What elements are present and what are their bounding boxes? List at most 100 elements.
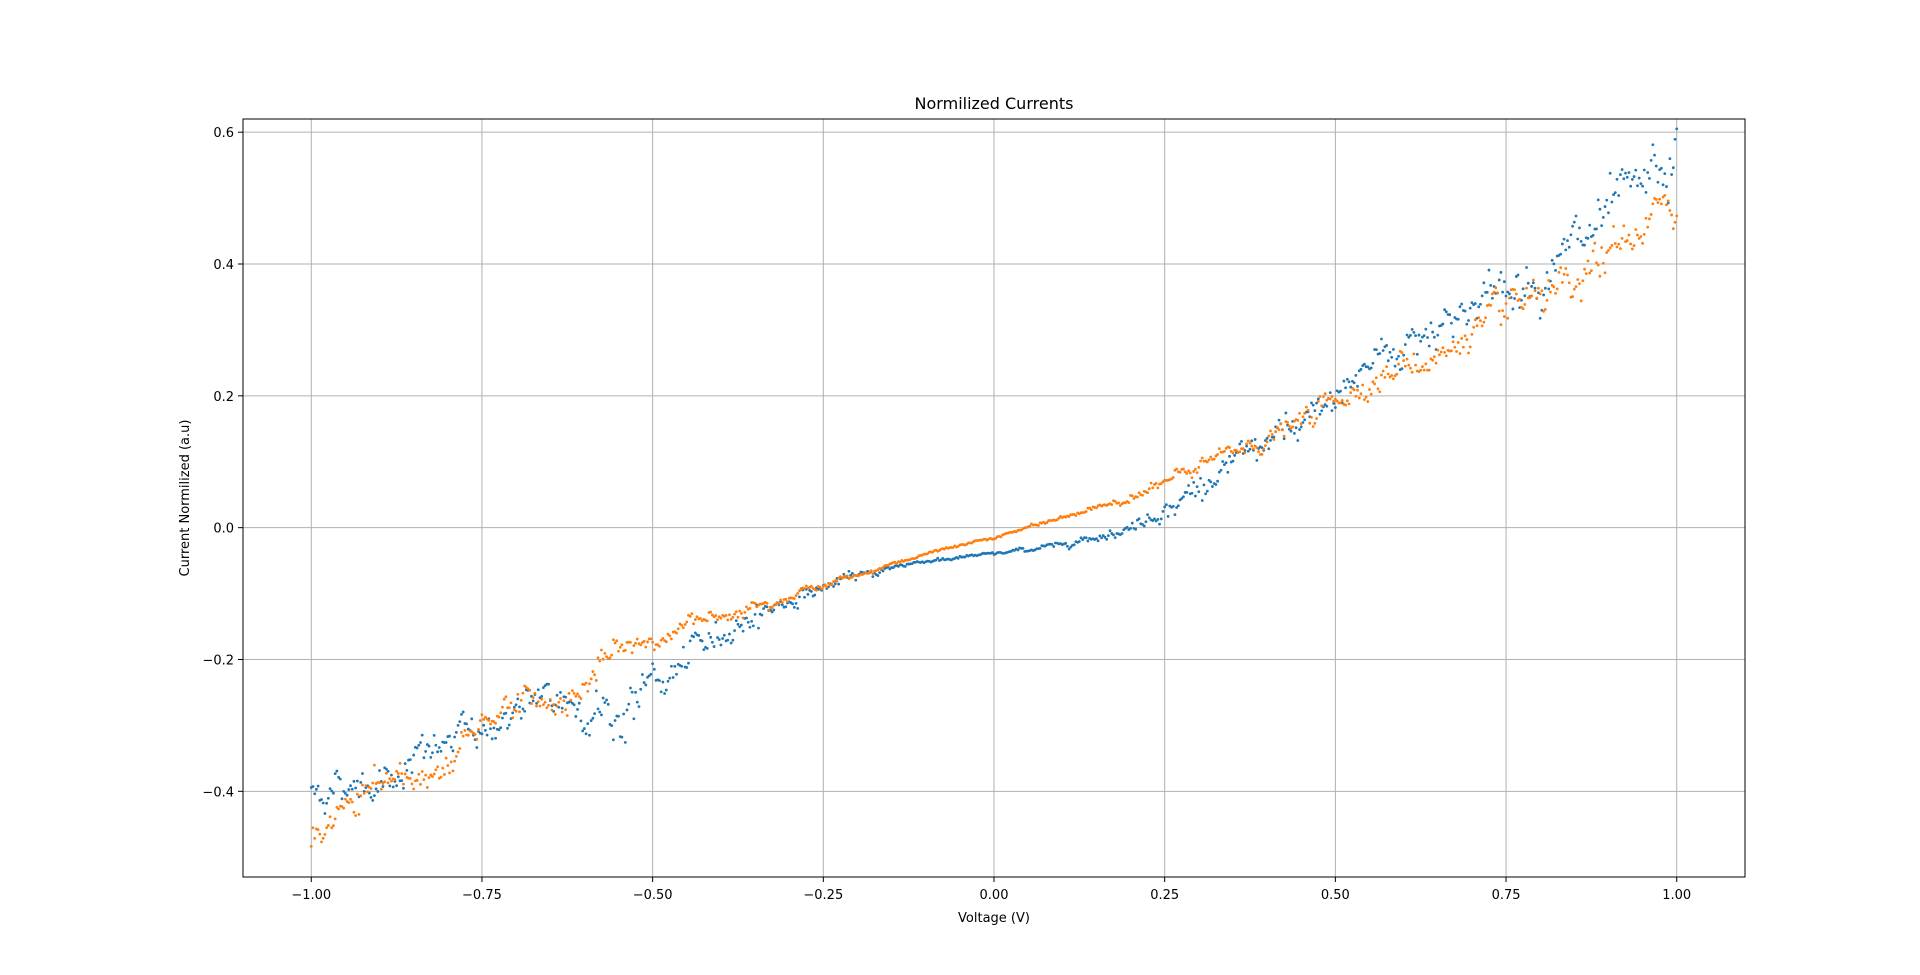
data-point bbox=[1243, 449, 1247, 452]
data-point bbox=[1571, 224, 1575, 228]
data-point bbox=[461, 710, 465, 714]
data-point bbox=[659, 638, 663, 642]
data-point bbox=[519, 716, 523, 720]
data-point bbox=[373, 794, 376, 798]
data-point bbox=[1190, 491, 1194, 495]
data-point bbox=[1501, 309, 1505, 313]
data-point bbox=[320, 798, 323, 801]
data-point bbox=[461, 734, 465, 738]
data-point bbox=[1484, 316, 1487, 320]
data-point bbox=[1253, 438, 1257, 441]
data-point bbox=[436, 750, 439, 754]
data-point bbox=[1649, 158, 1653, 162]
data-point bbox=[1463, 309, 1467, 313]
data-point bbox=[1426, 336, 1429, 339]
data-point bbox=[1463, 334, 1467, 338]
data-point bbox=[1284, 411, 1288, 415]
data-point bbox=[1388, 350, 1392, 354]
data-point bbox=[400, 772, 404, 775]
data-point bbox=[422, 778, 426, 782]
data-point bbox=[1344, 403, 1347, 407]
data-point bbox=[705, 646, 709, 650]
data-point bbox=[676, 627, 680, 631]
y-tick-label: −0.2 bbox=[202, 653, 234, 668]
data-point bbox=[1654, 198, 1658, 201]
data-point bbox=[1448, 313, 1452, 317]
data-point bbox=[639, 643, 643, 647]
data-point bbox=[700, 639, 704, 643]
data-point bbox=[1403, 364, 1407, 368]
data-point bbox=[1067, 515, 1071, 518]
data-point bbox=[388, 777, 392, 781]
data-point bbox=[1612, 225, 1615, 228]
data-point bbox=[338, 777, 342, 781]
data-point bbox=[1077, 540, 1081, 543]
data-point bbox=[617, 649, 620, 653]
data-point bbox=[951, 546, 955, 549]
data-point bbox=[1613, 191, 1617, 195]
data-point bbox=[400, 779, 404, 783]
data-point bbox=[1410, 328, 1414, 331]
data-point bbox=[444, 741, 448, 744]
data-point bbox=[1663, 194, 1667, 197]
data-point bbox=[591, 716, 595, 720]
data-point bbox=[1036, 524, 1040, 527]
data-point bbox=[687, 661, 690, 665]
data-point bbox=[1231, 459, 1235, 463]
data-point bbox=[1494, 286, 1498, 290]
data-point bbox=[1146, 513, 1150, 517]
data-point bbox=[1381, 349, 1385, 352]
data-point bbox=[1142, 524, 1146, 528]
data-point bbox=[364, 786, 368, 789]
data-point bbox=[311, 785, 315, 788]
data-point bbox=[386, 781, 390, 785]
data-point bbox=[588, 733, 591, 737]
data-point bbox=[1279, 422, 1283, 426]
data-point bbox=[483, 715, 487, 719]
x-tick-label: 0.75 bbox=[1492, 888, 1521, 903]
data-point bbox=[1400, 351, 1404, 354]
data-point bbox=[1665, 185, 1668, 188]
data-point bbox=[514, 703, 518, 707]
data-point bbox=[1506, 316, 1510, 320]
data-point bbox=[489, 722, 492, 726]
data-point bbox=[540, 697, 544, 701]
data-point bbox=[1204, 492, 1208, 496]
data-point bbox=[1572, 287, 1576, 291]
data-point bbox=[956, 556, 960, 560]
data-point bbox=[323, 812, 327, 815]
data-point bbox=[475, 746, 479, 749]
data-point bbox=[1545, 298, 1549, 302]
data-point bbox=[784, 605, 788, 609]
data-point bbox=[419, 741, 422, 744]
data-point bbox=[1368, 388, 1371, 391]
data-point bbox=[325, 801, 329, 805]
data-point bbox=[390, 779, 393, 783]
data-point bbox=[780, 603, 784, 607]
data-point bbox=[501, 705, 504, 709]
data-point bbox=[1673, 137, 1677, 141]
data-point bbox=[1238, 442, 1242, 446]
data-point bbox=[719, 616, 723, 620]
data-point bbox=[1146, 491, 1150, 495]
data-point bbox=[1432, 335, 1436, 339]
data-point bbox=[1313, 409, 1317, 412]
data-point bbox=[1477, 305, 1481, 309]
data-point bbox=[738, 625, 742, 629]
data-point bbox=[1533, 286, 1537, 290]
data-point bbox=[384, 771, 388, 775]
data-point bbox=[1605, 198, 1609, 202]
data-point bbox=[1526, 281, 1530, 285]
data-point bbox=[1371, 361, 1375, 365]
data-point bbox=[1163, 505, 1167, 509]
data-point bbox=[646, 640, 649, 644]
data-point bbox=[383, 780, 387, 784]
data-point bbox=[1240, 439, 1243, 443]
data-point bbox=[1470, 301, 1474, 305]
data-point bbox=[1429, 321, 1433, 325]
data-point bbox=[1376, 387, 1380, 391]
data-point bbox=[1671, 227, 1675, 231]
data-point bbox=[1642, 232, 1646, 236]
data-point bbox=[818, 585, 822, 589]
data-point bbox=[652, 648, 656, 652]
